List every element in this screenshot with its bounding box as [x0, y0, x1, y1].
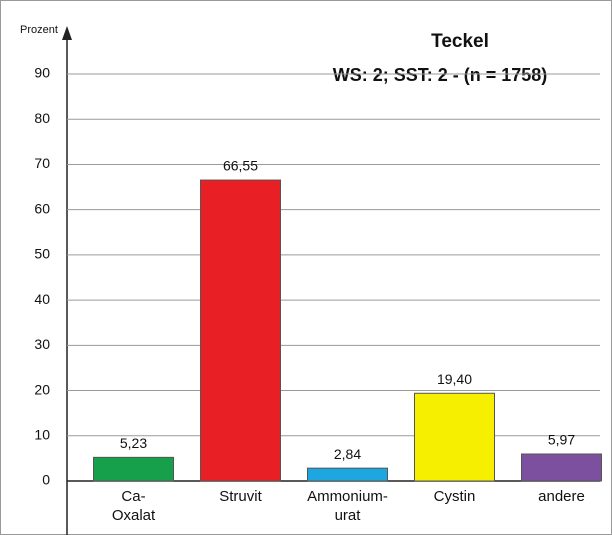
- y-tick-label: 0: [42, 472, 50, 488]
- value-label: 19,40: [437, 371, 472, 387]
- x-tick-label: Cystin: [434, 488, 476, 505]
- value-label: 5,23: [120, 435, 147, 451]
- y-tick-label: 20: [34, 381, 50, 397]
- x-tick-label: Ammonium-urat: [307, 488, 388, 524]
- y-axis-label: Prozent: [20, 24, 58, 36]
- x-tick-label: Ca-Oxalat: [112, 488, 156, 524]
- x-tick-label: andere: [538, 488, 585, 505]
- x-tick-label: Struvit: [219, 488, 262, 505]
- value-label: 5,97: [548, 432, 575, 448]
- y-tick-label: 90: [34, 65, 50, 81]
- bar: [521, 453, 602, 482]
- y-tick-label: 50: [34, 246, 50, 262]
- bar: [200, 179, 281, 482]
- y-tick-label: 40: [34, 291, 50, 307]
- y-axis-arrow: [62, 26, 72, 40]
- bar: [93, 456, 174, 482]
- y-tick-label: 80: [34, 110, 50, 126]
- y-tick-label: 30: [34, 336, 50, 352]
- y-tick-label: 10: [34, 426, 50, 442]
- y-tick-label: 70: [34, 155, 50, 171]
- bar: [307, 467, 388, 482]
- chart-subtitle: WS: 2; SST: 2 - (n = 1758): [333, 65, 548, 85]
- bar: [414, 392, 495, 482]
- value-label: 2,84: [334, 446, 361, 462]
- y-tick-label: 60: [34, 200, 50, 216]
- value-label: 66,55: [223, 158, 258, 174]
- chart-title: Teckel: [431, 31, 489, 52]
